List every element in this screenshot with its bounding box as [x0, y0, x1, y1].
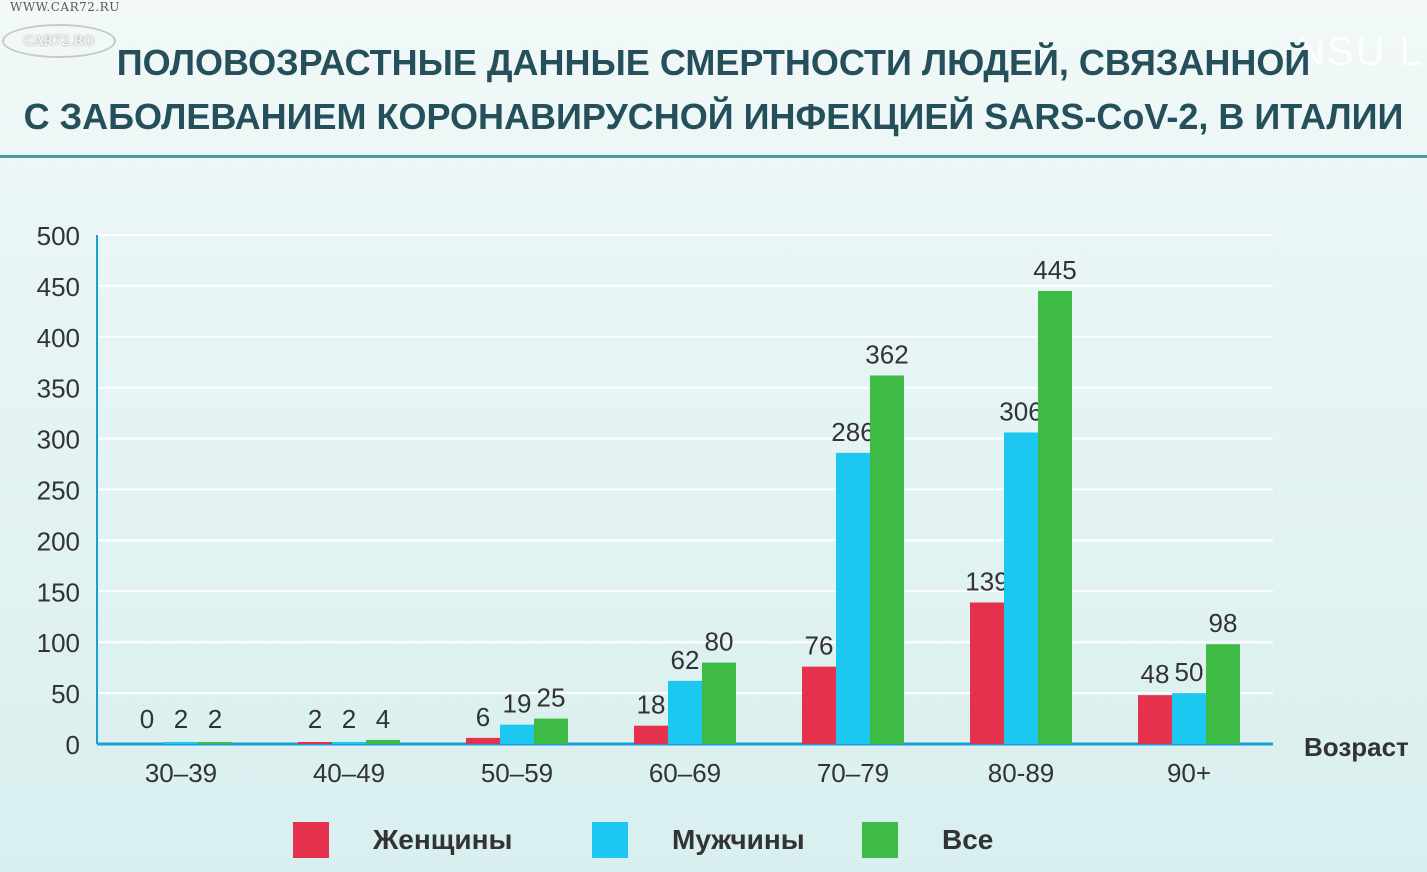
- y-tick-label: 350: [37, 374, 80, 404]
- bar: [534, 718, 568, 744]
- data-label: 18: [637, 690, 666, 720]
- data-label: 2: [308, 704, 322, 734]
- data-label: 80: [705, 627, 734, 657]
- data-label: 19: [503, 689, 532, 719]
- data-label: 139: [965, 566, 1008, 596]
- bar: [634, 725, 668, 744]
- legend-item: Мужчины: [592, 820, 805, 860]
- bar: [298, 741, 332, 744]
- data-label: 2: [342, 704, 356, 734]
- legend-item: Женщины: [293, 820, 512, 860]
- title-divider: [0, 155, 1427, 158]
- legend-label: Мужчины: [672, 824, 805, 855]
- data-label: 4: [376, 704, 390, 734]
- y-tick-label: 150: [37, 577, 80, 607]
- data-label: 445: [1033, 255, 1076, 285]
- chart-title-line-2: С ЗАБОЛЕВАНИЕМ КОРОНАВИРУСНОЙ ИНФЕКЦИЕЙ …: [23, 96, 1404, 137]
- y-tick-label: 400: [37, 323, 80, 353]
- data-label: 48: [1141, 659, 1170, 689]
- bar: [198, 741, 232, 744]
- legend-swatch: [293, 822, 329, 858]
- bar: [970, 602, 1004, 744]
- bar: [466, 737, 500, 744]
- y-tick-label: 100: [37, 628, 80, 658]
- bar: [366, 739, 400, 744]
- legend-label: Женщины: [373, 824, 513, 855]
- x-tick-label: 90+: [1167, 758, 1211, 788]
- x-tick-label: 40–49: [313, 758, 385, 788]
- bar: [1004, 432, 1038, 744]
- bar: [1138, 695, 1172, 744]
- data-label: 286: [831, 417, 874, 447]
- data-label: 98: [1209, 608, 1238, 638]
- legend-label: Все: [942, 824, 994, 855]
- x-tick-label: 80-89: [988, 758, 1055, 788]
- data-label: 62: [671, 645, 700, 675]
- data-label: 6: [476, 702, 490, 732]
- x-axis-label: Возраст: [1304, 732, 1409, 762]
- data-label: 2: [208, 704, 222, 734]
- bar: [836, 452, 870, 744]
- site-logo: CAR72.RO: [2, 24, 116, 58]
- data-label: 306: [999, 396, 1042, 426]
- data-label: 76: [805, 631, 834, 661]
- corner-watermark: NSU LI: [1296, 30, 1427, 74]
- y-tick-label: 0: [66, 730, 80, 760]
- data-label: 362: [865, 339, 908, 369]
- y-tick-label: 50: [51, 679, 80, 709]
- bar: [1038, 290, 1072, 744]
- legend-swatch: [862, 822, 898, 858]
- legend-item: Все: [862, 820, 993, 860]
- bar: [668, 680, 702, 744]
- bar: [702, 662, 736, 744]
- site-watermark: WWW.CAR72.RU: [10, 0, 120, 14]
- bar: [332, 741, 366, 744]
- logo-text: CAR72.RO: [23, 33, 95, 49]
- bar: [802, 666, 836, 744]
- y-tick-label: 450: [37, 272, 80, 302]
- legend-swatch: [592, 822, 628, 858]
- y-tick-label: 200: [37, 526, 80, 556]
- x-tick-label: 60–69: [649, 758, 721, 788]
- y-tick-label: 250: [37, 476, 80, 506]
- data-label: 2: [174, 704, 188, 734]
- chart-title-line-1: ПОЛОВОЗРАСТНЫЕ ДАННЫЕ СМЕРТНОСТИ ЛЮДЕЙ, …: [116, 42, 1311, 83]
- y-tick-label: 300: [37, 425, 80, 455]
- data-label: 25: [537, 683, 566, 713]
- x-tick-label: 70–79: [817, 758, 889, 788]
- bar: [1206, 644, 1240, 744]
- data-label: 0: [140, 704, 154, 734]
- x-tick-label: 50–59: [481, 758, 553, 788]
- bar: [1172, 693, 1206, 744]
- data-label: 50: [1175, 657, 1204, 687]
- y-tick-label: 500: [37, 221, 80, 251]
- bar: [500, 724, 534, 744]
- bar: [870, 375, 904, 744]
- chart-title: ПОЛОВОЗРАСТНЫЕ ДАННЫЕ СМЕРТНОСТИ ЛЮДЕЙ, …: [0, 36, 1427, 144]
- x-tick-label: 30–39: [145, 758, 217, 788]
- bar: [164, 741, 198, 744]
